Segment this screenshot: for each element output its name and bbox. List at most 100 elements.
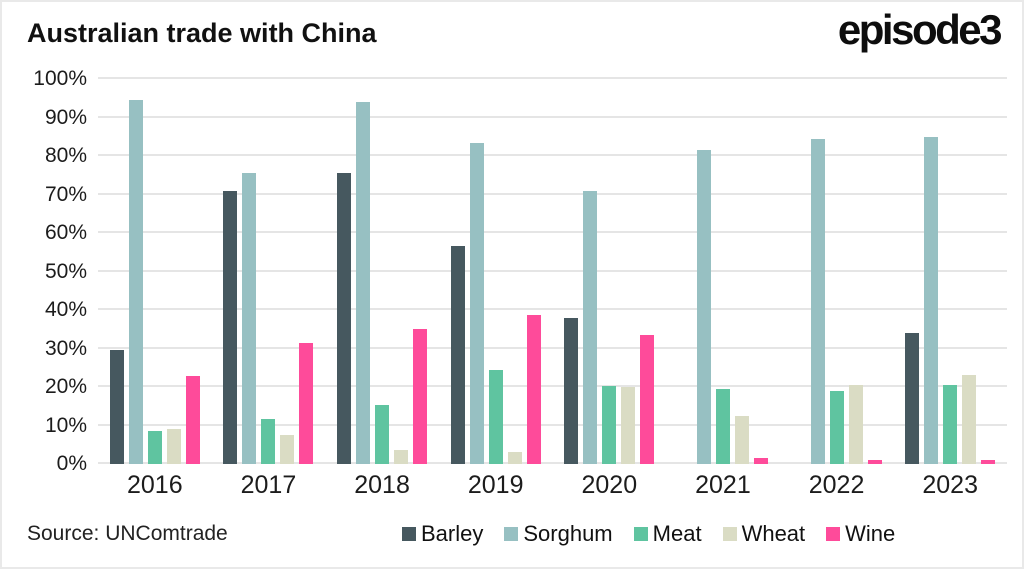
- bar-sorghum-2019: [469, 142, 484, 464]
- gridline: [98, 385, 1007, 387]
- x-axis-label-2021: 2021: [695, 471, 751, 499]
- bar-meat-2018: [375, 405, 390, 464]
- bar-wine-2016: [185, 376, 200, 464]
- bar-barley-2023: [905, 333, 920, 464]
- gridline: [98, 115, 1007, 118]
- bar-sorghum-2022: [810, 138, 825, 464]
- legend: Barley Sorghum Meat Wheat Wine: [402, 521, 895, 547]
- bar-barley-2017: [223, 190, 238, 464]
- x-axis-label-2019: 2019: [467, 471, 524, 499]
- bar-sorghum-2020: [583, 190, 598, 464]
- bar-wine-2022: [867, 460, 882, 464]
- bar-sorghum-2017: [242, 173, 257, 464]
- chart-title: Australian trade with China: [27, 18, 377, 48]
- bar-wine-2023: [981, 460, 996, 464]
- bar-meat-2017: [261, 418, 276, 464]
- bar-group-2018: [325, 79, 439, 464]
- bar-wheat-2016: [166, 428, 181, 464]
- gridline: [98, 462, 1007, 464]
- y-axis-label: 10%: [44, 413, 87, 437]
- episode3-logo: episode3: [837, 6, 1003, 53]
- y-axis-label: 60%: [44, 221, 87, 244]
- bar-wine-2020: [640, 335, 655, 464]
- bar-barley-2018: [337, 173, 352, 464]
- y-axis-label: 90%: [44, 105, 87, 129]
- bar-wheat-2022: [848, 385, 863, 464]
- bar-meat-2019: [488, 370, 503, 464]
- bar-sorghum-2021: [696, 150, 711, 464]
- y-axis-label: 100%: [33, 67, 87, 90]
- x-axis-label-2017: 2017: [240, 471, 297, 499]
- gridline: [98, 192, 1007, 195]
- bar-barley-2020: [564, 317, 579, 464]
- legend-marker-sorghum: [504, 527, 519, 541]
- y-axis-label: 50%: [44, 259, 87, 283]
- legend-label-barley: Barley: [421, 521, 484, 546]
- y-axis: 0% 10% 20% 30% 40% 50% 60% 70% 80% 90% 100%: [2, 67, 87, 475]
- bar-group-2017: [212, 79, 326, 464]
- bar-meat-2020: [602, 385, 617, 464]
- y-axis-label: 70%: [44, 182, 87, 206]
- bar-group-2020: [553, 79, 667, 464]
- bar-meat-2016: [147, 430, 162, 464]
- legend-item-meat: Meat: [633, 521, 702, 547]
- bar-group-2019: [439, 79, 553, 464]
- y-axis-label: 0%: [56, 452, 87, 475]
- bar-group-2022: [780, 79, 894, 464]
- x-axis-label-2018: 2018: [354, 471, 410, 499]
- bar-wheat-2020: [621, 387, 636, 464]
- legend-item-wine: Wine: [826, 521, 895, 547]
- bar-barley-2019: [450, 246, 465, 464]
- bar-sorghum-2016: [128, 100, 143, 464]
- legend-item-barley: Barley: [402, 521, 483, 547]
- bar-meat-2023: [943, 385, 958, 464]
- y-axis-label: 80%: [44, 144, 87, 167]
- legend-item-sorghum: Sorghum: [504, 521, 613, 547]
- gridline: [98, 269, 1007, 272]
- source-label: Source: UNComtrade: [27, 522, 228, 545]
- gridline: [98, 154, 1007, 156]
- legend-label-wheat: Wheat: [741, 521, 806, 546]
- bar-sorghum-2023: [924, 136, 939, 464]
- bar-meat-2022: [829, 390, 844, 464]
- x-axis-label-2023: 2023: [922, 471, 978, 499]
- bar-group-2016: [98, 79, 212, 464]
- bar-sorghum-2018: [356, 102, 371, 464]
- gridline: [98, 423, 1007, 426]
- bar-barley-2016: [109, 350, 124, 464]
- legend-marker-barley: [402, 527, 416, 541]
- x-axis-label-2022: 2022: [808, 471, 865, 499]
- bar-wine-2017: [299, 342, 314, 464]
- legend-marker-wine: [826, 527, 841, 541]
- x-axis: 2016 2017 2018 2019 2020 2021 2022 2023: [98, 471, 1007, 500]
- y-axis-label: 20%: [44, 375, 87, 398]
- bar-wheat-2021: [734, 415, 749, 464]
- bar-wheat-2018: [394, 450, 409, 464]
- y-axis-label: 40%: [44, 298, 87, 321]
- gridline: [98, 308, 1007, 310]
- bar-wheat-2017: [280, 435, 295, 464]
- x-axis-label-2016: 2016: [127, 471, 183, 499]
- bar-wine-2018: [413, 329, 428, 464]
- legend-marker-wheat: [722, 527, 737, 541]
- gridline: [98, 346, 1007, 349]
- plot-area: [98, 77, 1007, 464]
- legend-marker-meat: [633, 527, 648, 541]
- legend-label-sorghum: Sorghum: [523, 521, 613, 546]
- bar-meat-2021: [715, 388, 730, 464]
- y-axis-label: 30%: [44, 336, 87, 360]
- x-axis-label-2020: 2020: [581, 471, 638, 499]
- bar-wine-2019: [526, 315, 541, 464]
- bar-group-2021: [666, 79, 780, 464]
- gridline: [98, 77, 1007, 79]
- bar-wine-2021: [753, 458, 768, 464]
- bar-wheat-2023: [962, 375, 977, 464]
- legend-label-meat: Meat: [652, 521, 702, 546]
- legend-label-wine: Wine: [845, 521, 896, 546]
- bar-wheat-2019: [507, 452, 522, 464]
- legend-item-wheat: Wheat: [722, 521, 806, 547]
- bar-groups: [98, 79, 1007, 464]
- bar-group-2023: [893, 79, 1007, 464]
- gridline: [98, 231, 1007, 233]
